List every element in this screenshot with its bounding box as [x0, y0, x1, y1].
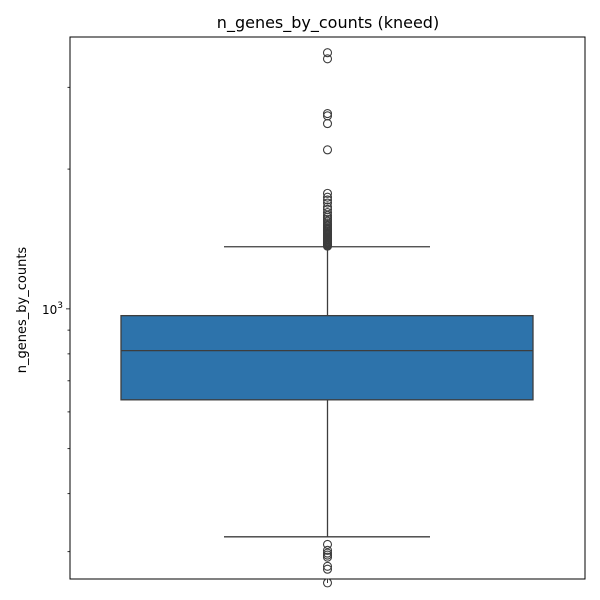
- outlier-point-low: [322, 564, 333, 574]
- outlier-point-high: [322, 208, 333, 218]
- outlier-point-low: [322, 539, 333, 549]
- plot-area: 103: [42, 36, 586, 588]
- outlier-point-high: [322, 195, 333, 205]
- outlier-point-high: [322, 145, 333, 155]
- outlier-point-low: [322, 545, 333, 555]
- iqr-box: [120, 314, 534, 401]
- outlier-point-high: [322, 204, 333, 214]
- outlier-point-low: [322, 578, 333, 588]
- outlier-point-high: [322, 48, 333, 58]
- outlier-point-high: [322, 202, 333, 212]
- chart-title: n_genes_by_counts (kneed): [217, 13, 439, 33]
- outlier-point-high: [322, 54, 333, 64]
- outlier-point-high: [322, 188, 333, 198]
- outlier-point-high: [322, 111, 333, 121]
- outlier-point-high: [322, 198, 333, 208]
- outlier-point-high: [322, 108, 333, 119]
- outlier-point-low: [322, 561, 333, 571]
- outlier-point-high: [322, 192, 333, 202]
- y-axis-label: n_genes_by_counts: [15, 247, 30, 374]
- outlier-point-low: [322, 552, 333, 562]
